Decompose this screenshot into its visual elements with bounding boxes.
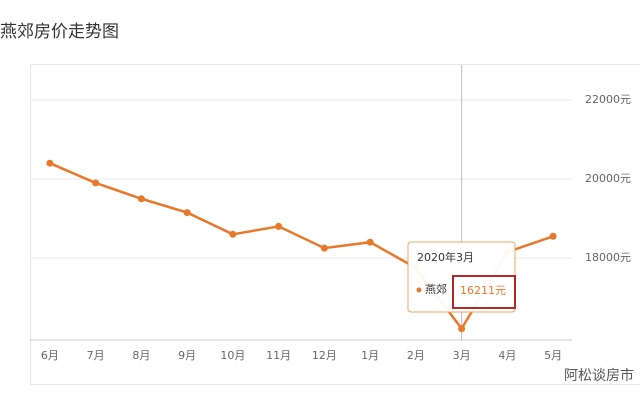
x-tick-label: 3月 (453, 349, 471, 362)
data-point (366, 238, 374, 246)
data-point (275, 222, 283, 230)
x-tick-label: 5月 (544, 349, 562, 362)
tooltip-dot (416, 287, 422, 293)
x-tick-label: 2月 (407, 349, 425, 362)
x-tick-label: 11月 (266, 349, 291, 362)
y-tick-label: 18000元 (585, 251, 631, 264)
x-tick-label: 4月 (498, 349, 516, 362)
tooltip: 2020年3月 燕郊 16211元 (407, 241, 516, 313)
data-point (92, 179, 100, 187)
highlight-box (452, 275, 516, 309)
x-tick-label: 6月 (41, 349, 59, 362)
data-point (137, 195, 145, 203)
tooltip-value: 16211元 (460, 284, 506, 297)
x-tick-label: 7月 (87, 349, 105, 362)
data-point (458, 325, 466, 333)
y-tick-label: 20000元 (585, 172, 631, 185)
data-point (229, 230, 237, 238)
tooltip-series-name: 燕郊 (425, 283, 447, 296)
plot-area: 18000元 20000元 22000元 6月 7月 8月 9月 10月 11月 12月 1月 2月 3… (30, 65, 631, 362)
data-point (46, 159, 54, 167)
series-line (49, 162, 554, 331)
x-tick-label: 9月 (178, 349, 196, 362)
chart-title: 燕郊房价走势图 (0, 22, 119, 42)
tooltip-title: 2020年3月 (417, 250, 474, 264)
x-tick-label: 8月 (132, 349, 150, 362)
x-tick-label: 12月 (312, 349, 337, 362)
watermark: 阿松谈房市 (564, 367, 634, 384)
x-tick-label: 1月 (361, 349, 379, 362)
data-point (183, 209, 191, 217)
x-tick-label: 10月 (220, 349, 245, 362)
chart-frame (30, 64, 640, 385)
data-point (320, 244, 328, 252)
data-point (549, 232, 557, 240)
y-tick-label: 22000元 (585, 93, 631, 106)
